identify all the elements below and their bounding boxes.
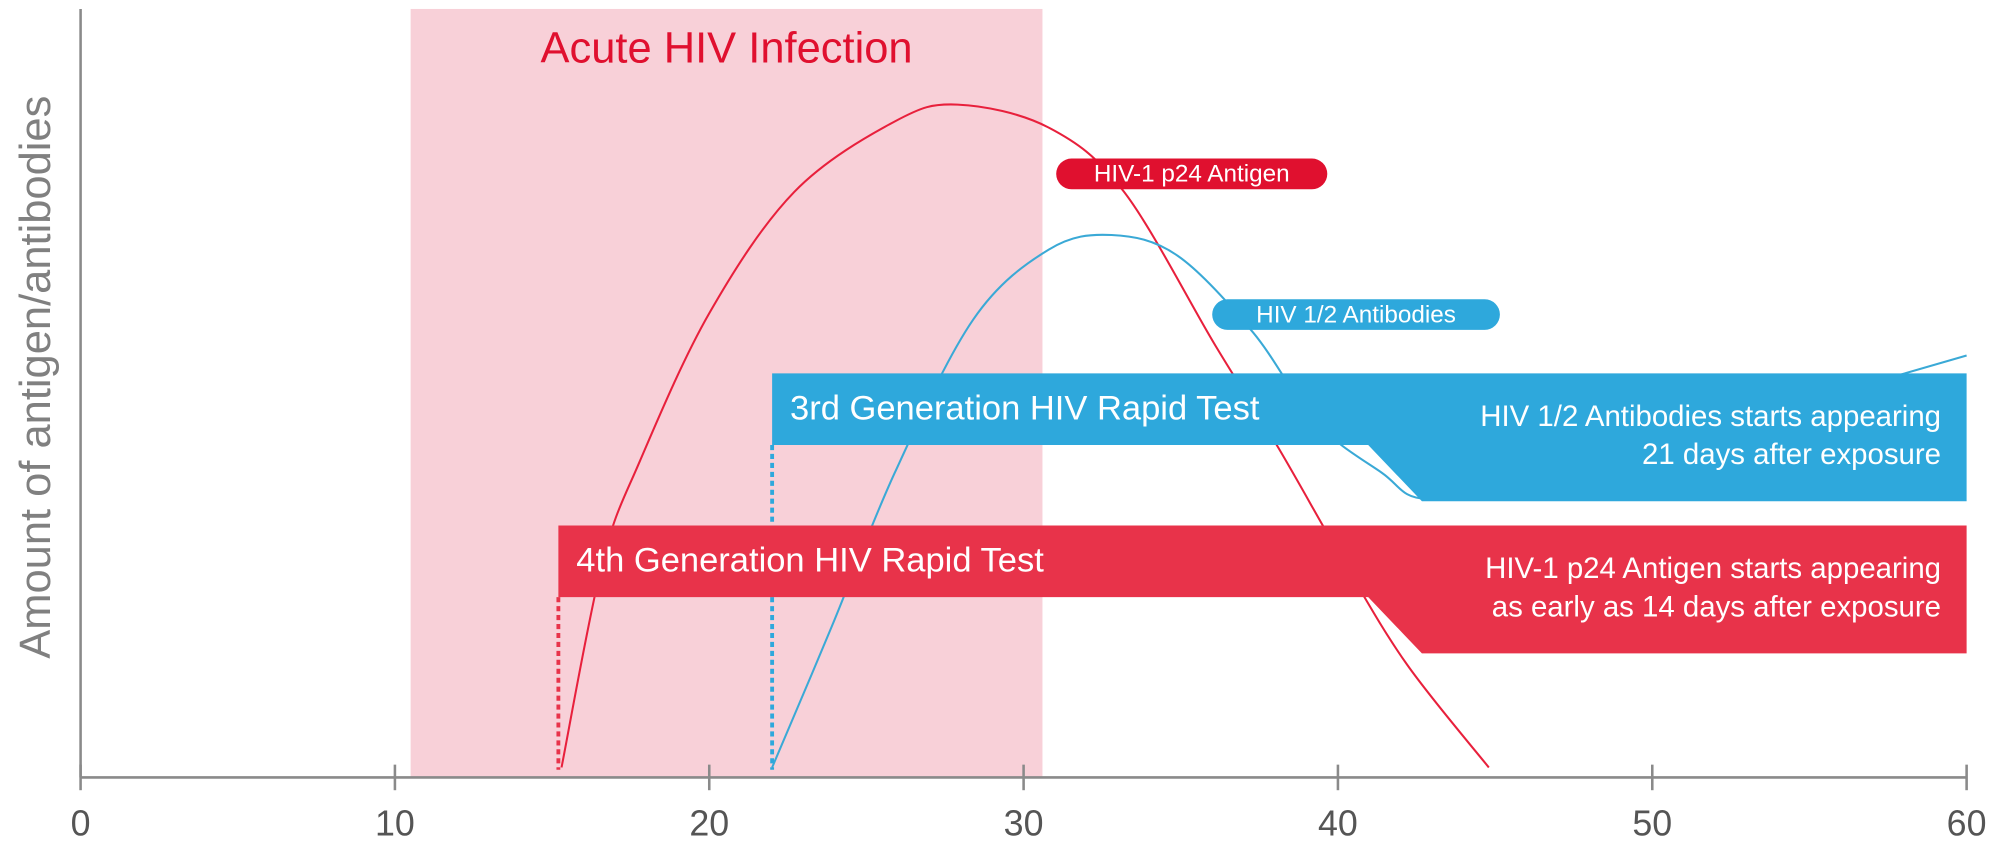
legend-label: HIV 1/2 Antibodies xyxy=(1256,301,1456,328)
x-tick-label: 40 xyxy=(1318,803,1358,842)
test-description: as early as 14 days after exposure xyxy=(1492,590,1941,623)
y-axis-label: Amount of antigen/antibodies xyxy=(12,96,60,659)
test-description: HIV-1 p24 Antigen starts appearing xyxy=(1485,552,1941,585)
legend-pill xyxy=(1056,158,1328,190)
x-tick-label: 10 xyxy=(375,803,415,842)
x-tick-label: 50 xyxy=(1632,803,1672,842)
x-tick-label: 0 xyxy=(71,803,91,842)
test-name: 3rd Generation HIV Rapid Test xyxy=(790,390,1260,428)
test-box xyxy=(558,525,1967,654)
x-tick-label: 60 xyxy=(1947,803,1987,842)
test-description: 21 days after exposure xyxy=(1642,438,1941,471)
legend-label: HIV-1 p24 Antigen xyxy=(1094,161,1290,188)
test-description: HIV 1/2 Antibodies starts appearing xyxy=(1480,400,1941,433)
test-box xyxy=(772,373,1967,502)
test-name: 4th Generation HIV Rapid Test xyxy=(576,542,1044,580)
x-tick-label: 20 xyxy=(689,803,729,842)
x-tick-label: 30 xyxy=(1004,803,1044,842)
region-label: Acute HIV Infection xyxy=(540,25,912,73)
legend-pill xyxy=(1212,299,1500,330)
